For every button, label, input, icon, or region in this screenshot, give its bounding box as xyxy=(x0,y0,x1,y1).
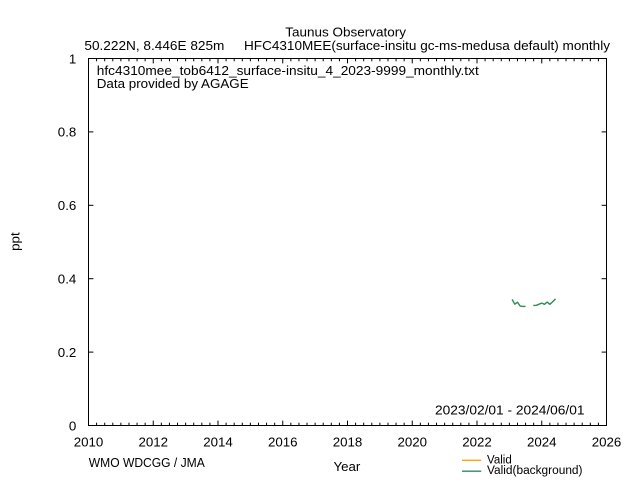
svg-text:Data provided by AGAGE: Data provided by AGAGE xyxy=(97,76,249,91)
svg-text:WMO WDCGG / JMA: WMO WDCGG / JMA xyxy=(89,455,205,470)
svg-text:2016: 2016 xyxy=(268,434,298,449)
svg-text:50.222N, 8.446E 825m: 50.222N, 8.446E 825m xyxy=(84,38,224,53)
svg-text:2012: 2012 xyxy=(138,434,168,449)
svg-text:ppt: ppt xyxy=(8,232,23,251)
svg-text:0.4: 0.4 xyxy=(58,272,77,287)
svg-text:Valid(background): Valid(background) xyxy=(487,465,583,477)
svg-text:2023/02/01 - 2024/06/01: 2023/02/01 - 2024/06/01 xyxy=(435,403,585,418)
svg-text:0.8: 0.8 xyxy=(58,125,77,140)
svg-text:2010: 2010 xyxy=(74,434,104,449)
svg-text:1: 1 xyxy=(69,51,76,66)
svg-text:0.2: 0.2 xyxy=(58,345,77,360)
svg-text:Taunus Observatory: Taunus Observatory xyxy=(285,24,406,39)
svg-text:Valid: Valid xyxy=(487,454,512,466)
svg-text:2014: 2014 xyxy=(203,434,233,449)
svg-text:2018: 2018 xyxy=(333,434,363,449)
svg-text:2020: 2020 xyxy=(397,434,427,449)
svg-text:0: 0 xyxy=(69,418,76,433)
svg-text:0.6: 0.6 xyxy=(58,198,77,213)
svg-text:HFC4310MEE(surface-insitu gc-m: HFC4310MEE(surface-insitu gc-ms-medusa d… xyxy=(244,38,610,53)
svg-text:Year: Year xyxy=(334,459,361,474)
svg-text:2022: 2022 xyxy=(462,434,492,449)
svg-text:hfc4310mee_tob6412_surface-ins: hfc4310mee_tob6412_surface-insitu_4_2023… xyxy=(97,63,479,78)
svg-text:2026: 2026 xyxy=(592,434,622,449)
svg-text:2024: 2024 xyxy=(527,434,557,449)
